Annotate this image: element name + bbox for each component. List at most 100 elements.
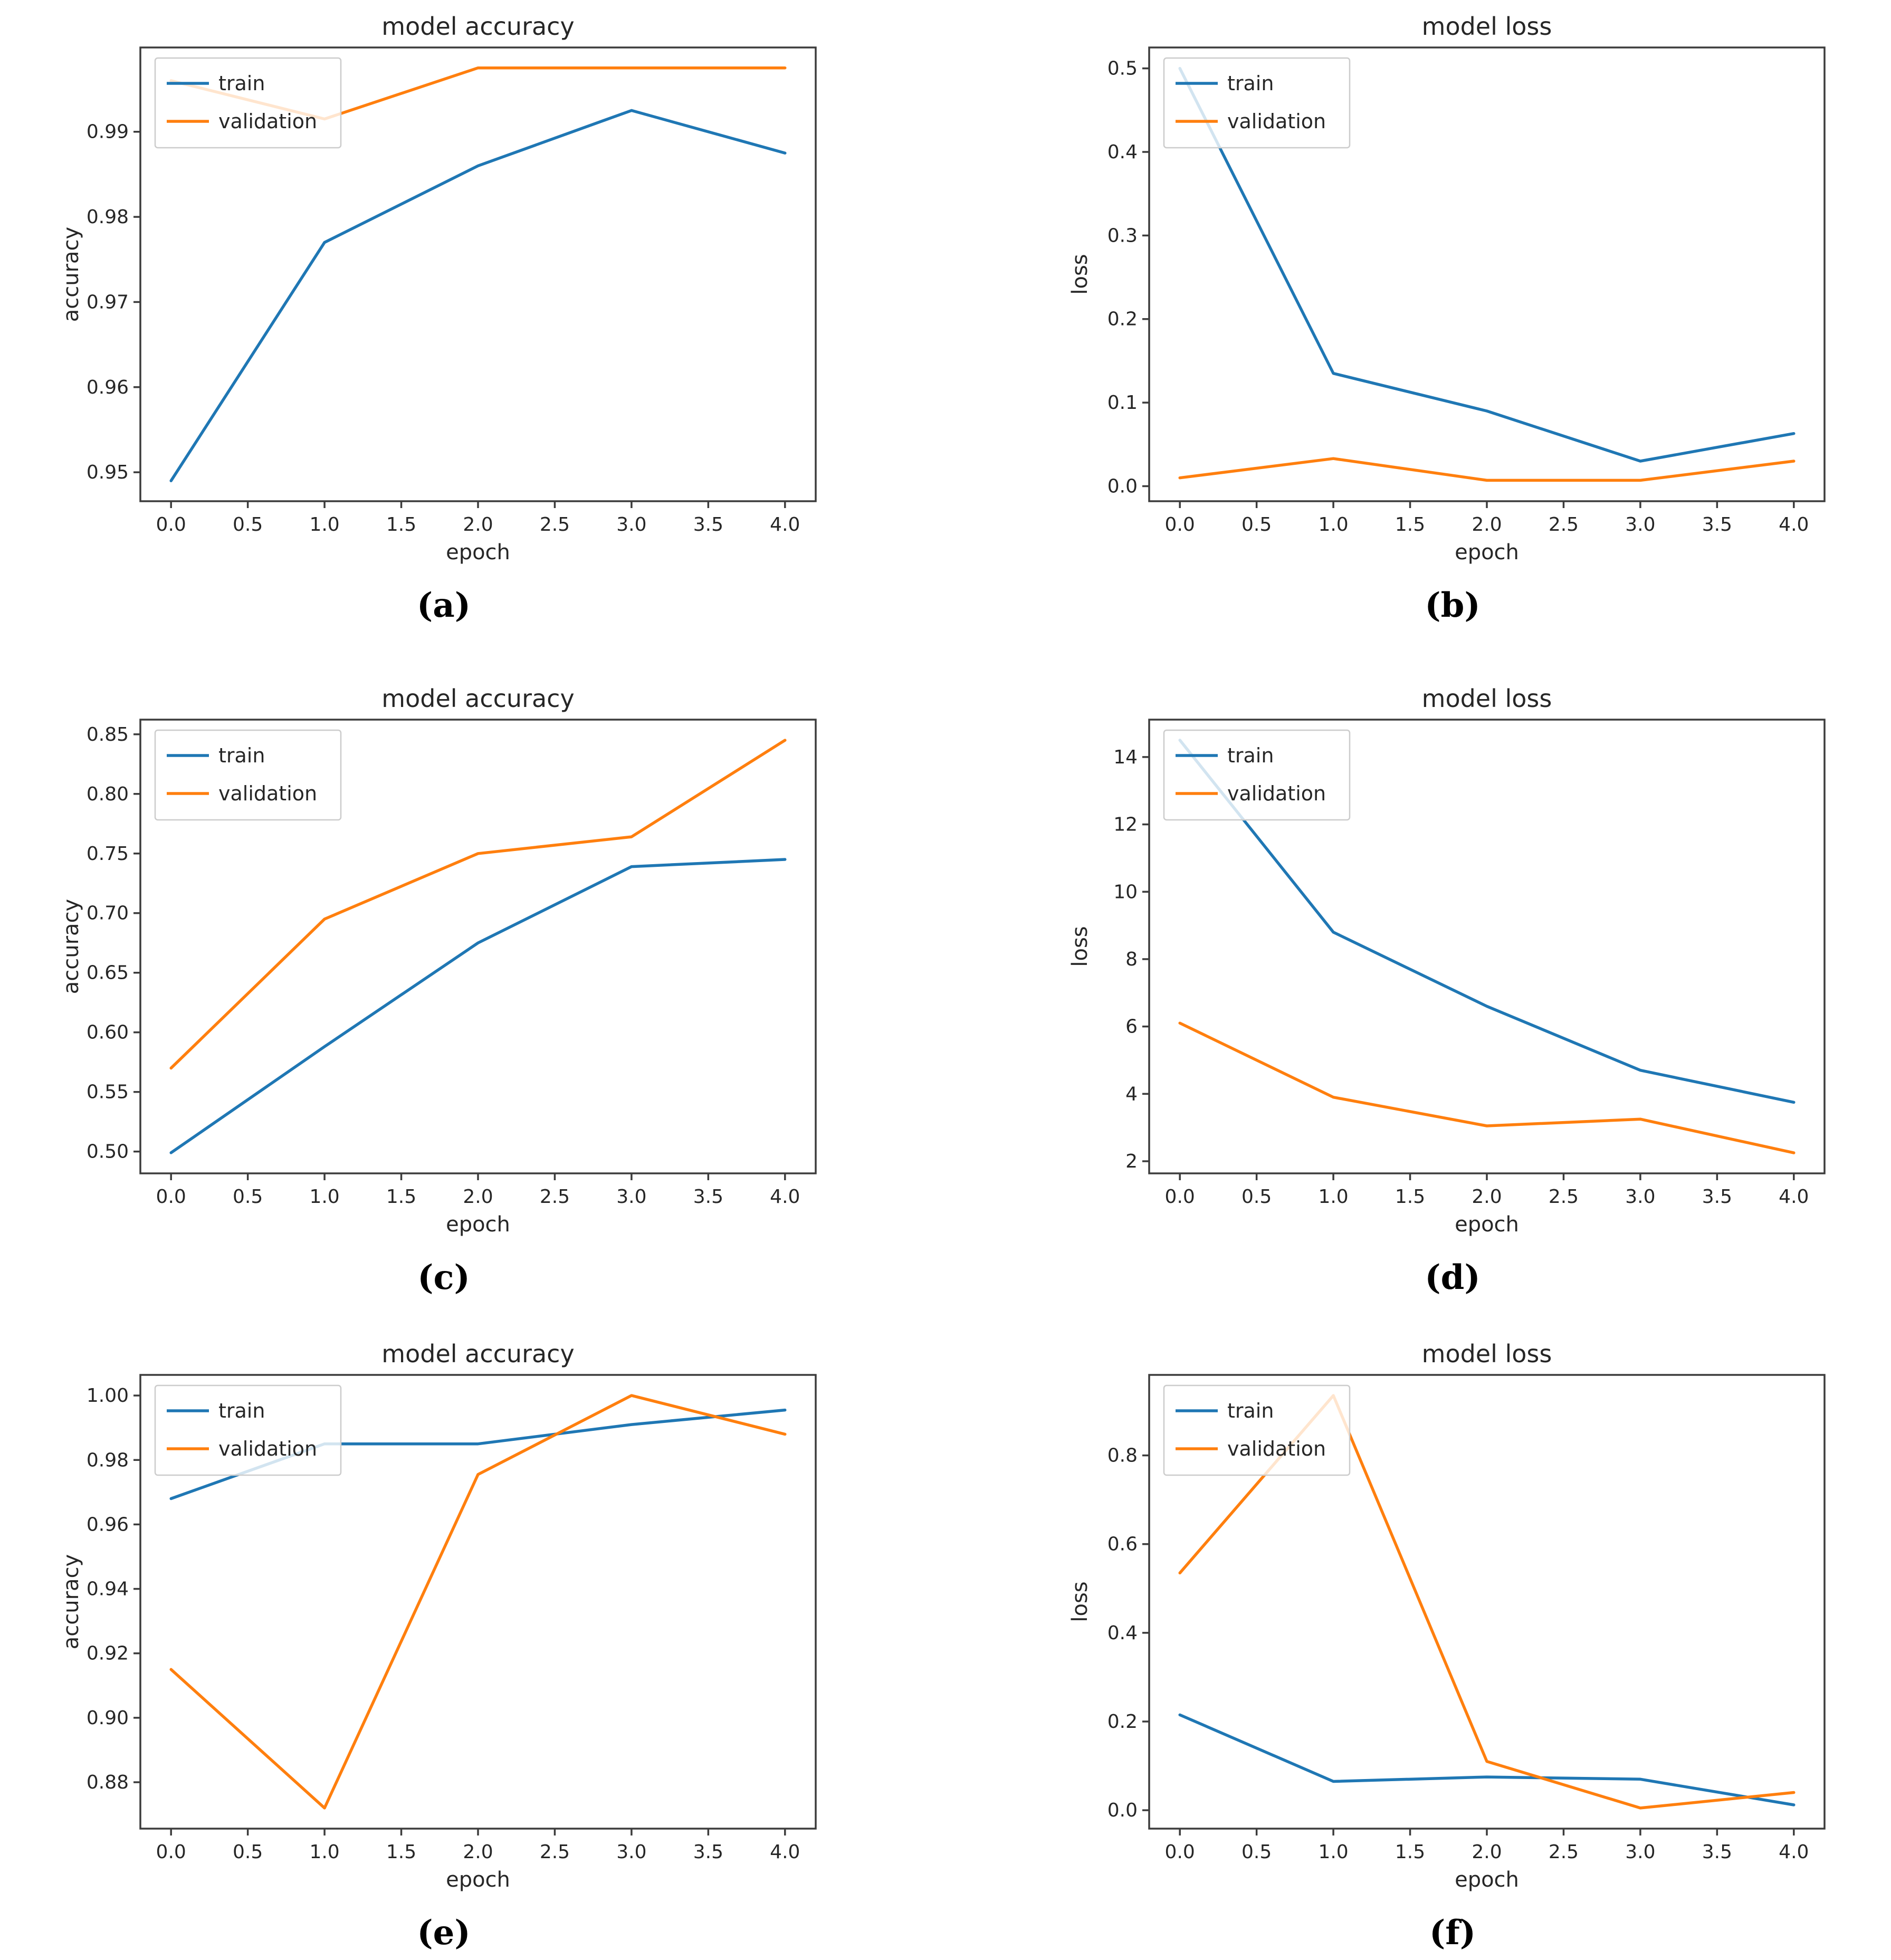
x-tick-label: 1.5 (1395, 514, 1425, 536)
y-tick-label: 0.0 (1107, 475, 1138, 497)
y-tick-label: 0.70 (87, 903, 129, 924)
validation-line (169, 739, 787, 1070)
x-tick-label: 0.0 (1165, 1841, 1195, 1863)
x-tick-label: 1.0 (309, 1186, 339, 1208)
x-tick-label: 1.0 (1318, 1186, 1348, 1208)
chart-e-model-accuracy: model accuracy 0.0 0.5 1.0 1.5 2.0 2.5 3.0 3.5 4.… (59, 1340, 817, 1892)
x-tick-label: 4.0 (770, 514, 800, 536)
chart-title: model accuracy (381, 1340, 574, 1368)
x-tick-label: 3.5 (1702, 1186, 1732, 1208)
x-tick-label: 0.5 (1241, 1841, 1272, 1863)
y-tick-label: 0.6 (1107, 1534, 1138, 1555)
y-tick-label: 0.99 (87, 121, 129, 143)
subfigure-caption-a: (a) (416, 586, 471, 625)
y-tick-label: 0.2 (1107, 1711, 1138, 1733)
x-tick-label: 2.5 (1549, 1841, 1579, 1863)
x-tick-label: 1.0 (1318, 514, 1348, 536)
subfigure-c: model accuracy 0.0 0.5 1.0 1.5 2.0 2.5 3.0 3.5 4.… (0, 654, 946, 1313)
validation-line (169, 1394, 787, 1810)
y-tick-label: 0.97 (87, 291, 129, 313)
y-tick-label: 0.96 (87, 377, 129, 398)
x-tick-label: 0.0 (156, 1186, 186, 1208)
subfigure-f: model loss 0.0 0.5 1.0 1.5 2.0 2.5 3.0 3.5 4.0 0.0… (946, 1313, 1891, 1960)
y-tick-label: 0.80 (87, 783, 129, 805)
x-tick-label: 2.5 (1549, 1186, 1579, 1208)
x-tick-label: 1.5 (1395, 1186, 1425, 1208)
y-tick-label: 0.88 (87, 1772, 129, 1793)
x-tick-label: 3.0 (1625, 1841, 1655, 1863)
x-tick-label: 2.5 (1549, 514, 1579, 536)
legend-label-validation: validation (218, 782, 317, 805)
chart-a-model-accuracy: model accuracy 0.0 0.5 1.0 1.5 2.0 2.5 3.0 3.5 4.… (59, 12, 817, 565)
x-tick-label: 1.0 (309, 514, 339, 536)
chart-title: model loss (1422, 1340, 1552, 1368)
x-tick-label: 3.0 (616, 1841, 646, 1863)
legend-label-validation: validation (1227, 110, 1326, 133)
train-line (1178, 739, 1796, 1104)
y-axis-label: accuracy (59, 1554, 83, 1649)
y-tick-label: 14 (1113, 747, 1138, 768)
y-tick-label: 0.94 (87, 1579, 129, 1600)
train-line (169, 109, 787, 483)
legend-label-train: train (1227, 1399, 1274, 1422)
x-tick-label: 1.0 (1318, 1841, 1348, 1863)
x-tick-label: 2.5 (540, 514, 570, 536)
subfigure-a: model accuracy 0.0 0.5 1.0 1.5 2.0 2.5 3.0 3.5 4.… (0, 0, 946, 654)
y-tick-label: 6 (1125, 1016, 1138, 1038)
chart-title: model loss (1422, 12, 1552, 41)
y-axis-label: accuracy (59, 899, 83, 994)
x-tick-label: 2.0 (1472, 514, 1502, 536)
legend-box (1163, 57, 1351, 149)
x-tick-label: 3.5 (693, 514, 723, 536)
subfigure-caption-d: (d) (1425, 1258, 1481, 1297)
y-tick-label: 0.3 (1107, 225, 1138, 246)
chart-c-model-accuracy: model accuracy 0.0 0.5 1.0 1.5 2.0 2.5 3.0 3.5 4.… (59, 684, 817, 1237)
chart-f-model-loss: model loss 0.0 0.5 1.0 1.5 2.0 2.5 3.0 3.5 4.0 0.0… (1068, 1340, 1826, 1892)
x-tick-label: 2.0 (463, 1841, 493, 1863)
x-axis-label: epoch (446, 1212, 510, 1237)
x-tick-label: 4.0 (1779, 1841, 1809, 1863)
chart-d-model-loss: model loss 0.0 0.5 1.0 1.5 2.0 2.5 3.0 3.5 4.0 2 4 6… (1068, 684, 1826, 1237)
y-tick-label: 8 (1125, 949, 1138, 970)
x-axis-label: epoch (446, 540, 510, 565)
x-tick-label: 1.5 (386, 1841, 416, 1863)
y-tick-label: 0.90 (87, 1707, 129, 1729)
x-tick-label: 2.0 (1472, 1841, 1502, 1863)
y-tick-label: 0.50 (87, 1141, 129, 1163)
subfigure-d: model loss 0.0 0.5 1.0 1.5 2.0 2.5 3.0 3.5 4.0 2 4 6… (946, 654, 1891, 1313)
train-line (169, 858, 787, 1154)
y-tick-label: 0.4 (1107, 141, 1138, 163)
x-tick-label: 0.5 (233, 1186, 263, 1208)
x-axis-label: epoch (1455, 540, 1519, 565)
x-tick-label: 0.5 (1241, 514, 1272, 536)
x-tick-label: 4.0 (770, 1186, 800, 1208)
legend-label-validation: validation (1227, 782, 1326, 805)
y-tick-label: 2 (1125, 1151, 1138, 1172)
x-tick-label: 3.0 (616, 1186, 646, 1208)
y-tick-label: 0.98 (87, 1449, 129, 1471)
x-tick-label: 0.5 (233, 1841, 263, 1863)
validation-line (1178, 1021, 1796, 1154)
y-tick-label: 0.2 (1107, 309, 1138, 330)
x-tick-label: 1.0 (309, 1841, 339, 1863)
x-tick-label: 0.0 (156, 514, 186, 536)
subfigure-caption-b: (b) (1425, 586, 1481, 625)
legend-label-train: train (1227, 72, 1274, 95)
y-axis-label: loss (1068, 1581, 1092, 1622)
x-tick-label: 0.0 (1165, 1186, 1195, 1208)
y-tick-label: 10 (1113, 881, 1138, 903)
x-tick-label: 3.5 (1702, 1841, 1732, 1863)
x-tick-label: 1.5 (386, 1186, 416, 1208)
validation-line (1178, 457, 1796, 482)
x-tick-label: 2.0 (1472, 1186, 1502, 1208)
x-axis-label: epoch (1455, 1868, 1519, 1892)
y-tick-label: 0.55 (87, 1082, 129, 1103)
x-tick-label: 0.5 (233, 514, 263, 536)
chart-title: model accuracy (381, 684, 574, 713)
subfigure-b: model loss 0.0 0.5 1.0 1.5 2.0 2.5 3.0 3.5 4.0 0.0… (946, 0, 1891, 654)
y-tick-label: 0.60 (87, 1022, 129, 1044)
y-tick-label: 0.85 (87, 724, 129, 745)
y-axis-label: loss (1068, 254, 1092, 294)
x-tick-label: 2.0 (463, 1186, 493, 1208)
x-tick-label: 3.5 (1702, 514, 1732, 536)
